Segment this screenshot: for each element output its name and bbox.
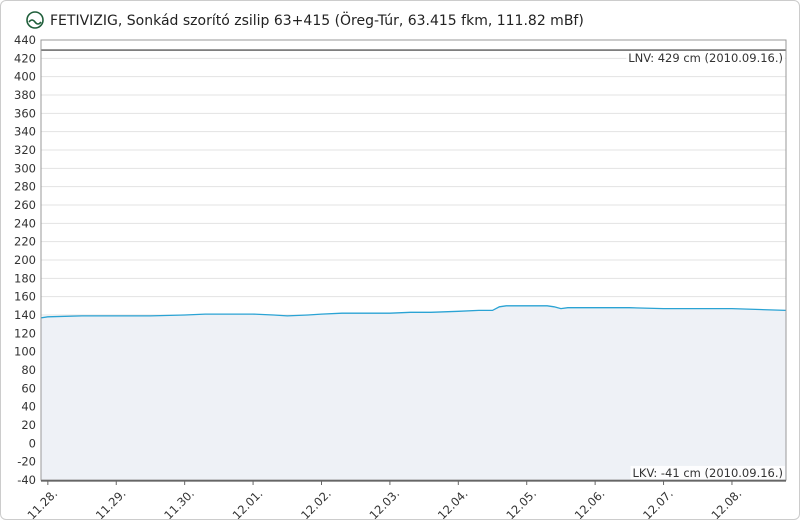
y-tick-label: 280 [14, 180, 36, 194]
y-tick-label: 240 [14, 216, 36, 230]
x-tick-label: 12.07. [640, 486, 676, 519]
y-tick-label: 180 [14, 271, 36, 285]
x-tick-label: 12.01. [230, 486, 266, 519]
reference-label-bg [630, 465, 785, 480]
reference-label-bg [626, 51, 785, 66]
y-tick-label: 400 [14, 70, 36, 84]
x-tick-label: 11.29. [93, 486, 129, 519]
y-tick-label: -40 [17, 473, 36, 487]
y-tick-label: 420 [14, 51, 36, 65]
y-tick-label: 80 [21, 363, 36, 377]
x-tick-label: 11.30. [161, 486, 197, 519]
x-tick-label: 12.02. [298, 486, 334, 519]
area [41, 305, 786, 480]
logo [26, 11, 44, 29]
y-tick-label: 120 [14, 326, 36, 340]
y-tick-label: 20 [21, 418, 36, 432]
y-tick-label: 260 [14, 198, 36, 212]
y-tick-label: 320 [14, 143, 36, 157]
reference-label: LNV: 429 cm (2010.09.16.) [628, 51, 783, 65]
y-tick-label: -20 [17, 455, 36, 469]
reference-label: LKV: -41 cm (2010.09.16.) [633, 466, 784, 480]
y-tick-label: 220 [14, 235, 36, 249]
y-tick-label: 360 [14, 106, 36, 120]
y-tick-label: 200 [14, 253, 36, 267]
x-tick-label: 12.08. [709, 486, 745, 519]
x-tick-label: 12.05. [503, 486, 539, 519]
y-tick-label: 0 [29, 436, 36, 450]
x-tick-label: 11.28. [24, 486, 60, 519]
y-tick-label: 140 [14, 308, 36, 322]
y-tick-label: 160 [14, 290, 36, 304]
line [40, 305, 787, 319]
x-tick-label: 12.04. [435, 486, 471, 519]
y-tick-label: 440 [14, 33, 36, 47]
chart-title: FETIVIZIG, Sonkád szorító zsilip 63+415 … [50, 11, 584, 29]
plot-border [40, 39, 787, 481]
y-tick-label: 100 [14, 345, 36, 359]
y-tick-label: 380 [14, 88, 36, 102]
x-tick-label: 12.03. [366, 486, 402, 519]
y-tick-label: 60 [21, 381, 36, 395]
y-tick-label: 40 [21, 400, 36, 414]
y-tick-label: 340 [14, 125, 36, 139]
y-tick-label: 300 [14, 161, 36, 175]
x-tick-label: 12.06. [572, 486, 608, 519]
